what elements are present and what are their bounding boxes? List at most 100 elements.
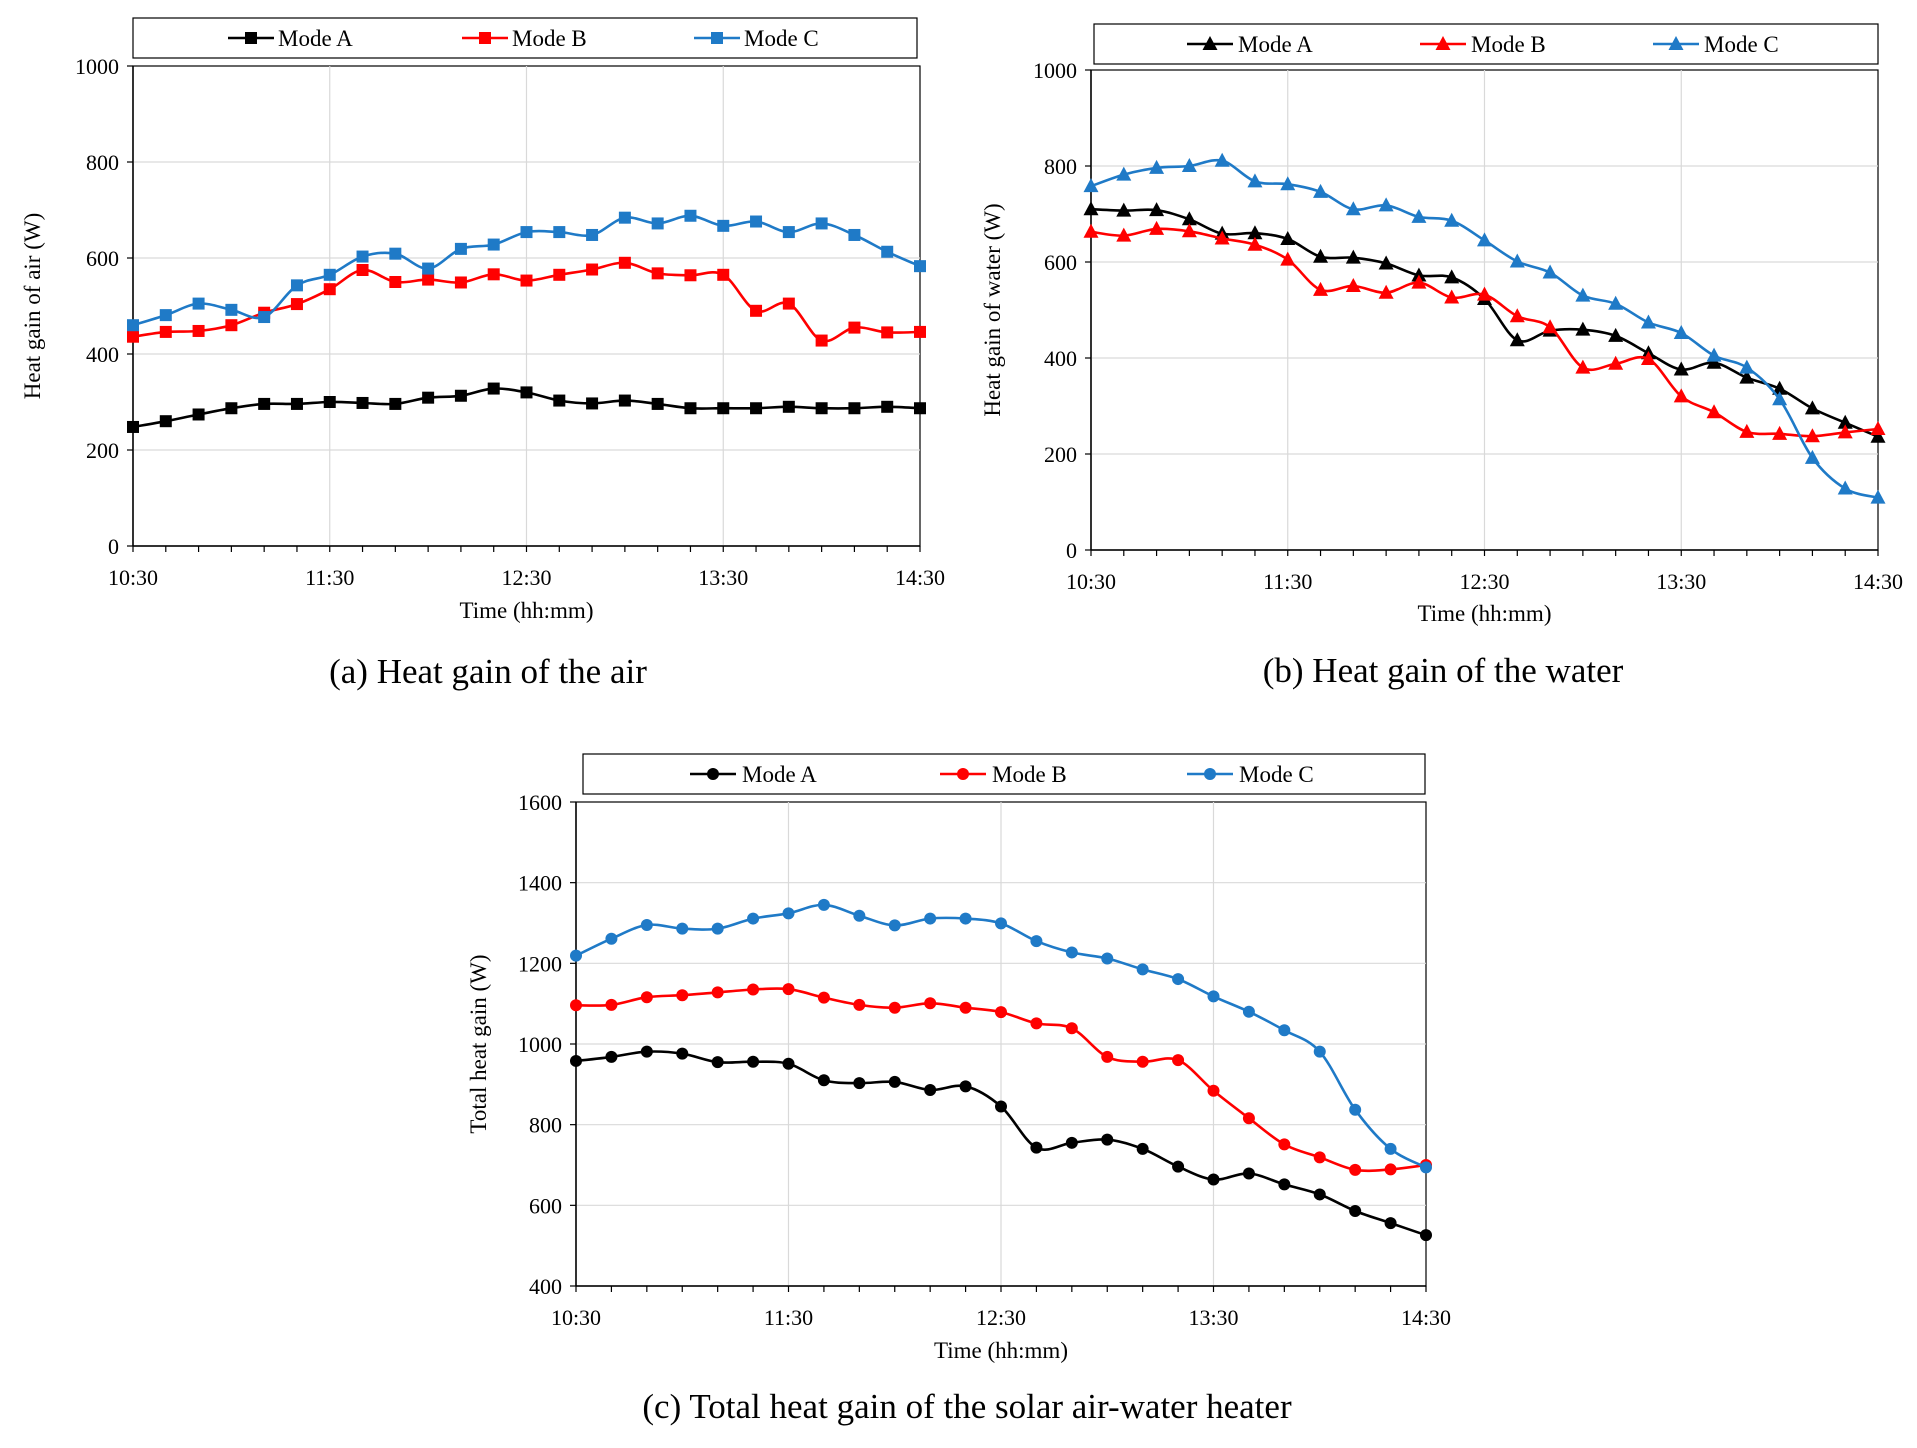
- y-tick-label: 600: [1044, 250, 1077, 275]
- data-point: [676, 989, 689, 1002]
- data-point: [1378, 284, 1394, 299]
- y-tick-label: 1000: [518, 1032, 562, 1057]
- data-point: [1608, 327, 1624, 342]
- y-tick-label: 600: [529, 1193, 562, 1218]
- data-point: [1804, 400, 1820, 415]
- legend-label: Mode C: [744, 26, 819, 51]
- y-tick-label: 0: [108, 534, 119, 559]
- data-point: [651, 217, 664, 230]
- data-point: [1149, 202, 1165, 217]
- x-tick-label: 11:30: [305, 565, 354, 590]
- data-point: [815, 334, 828, 347]
- legend-label: Mode A: [1238, 32, 1313, 57]
- data-point: [888, 1075, 901, 1088]
- data-point: [1772, 425, 1788, 440]
- data-point: [1384, 1163, 1397, 1176]
- data-point: [1575, 359, 1591, 374]
- data-point: [924, 997, 937, 1010]
- legend-item: Mode B: [1420, 32, 1546, 57]
- data-point: [605, 932, 618, 945]
- data-point: [1477, 232, 1492, 247]
- data-point: [817, 898, 830, 911]
- data-point: [159, 309, 172, 322]
- data-point: [1278, 1024, 1291, 1037]
- data-point: [1384, 1142, 1397, 1155]
- data-point: [1116, 202, 1132, 217]
- data-point: [1378, 255, 1394, 270]
- data-point: [1444, 212, 1460, 227]
- data-point: [127, 330, 139, 343]
- x-tick-label: 11:30: [1263, 569, 1312, 594]
- data-point: [959, 1080, 972, 1093]
- data-point: [848, 321, 861, 334]
- data-point: [1280, 230, 1296, 245]
- data-point: [1739, 423, 1755, 438]
- data-point: [1349, 1204, 1362, 1217]
- data-point: [747, 1055, 760, 1068]
- data-point: [1101, 1133, 1114, 1146]
- x-tick-label: 13:30: [1188, 1305, 1238, 1330]
- data-point: [553, 226, 566, 239]
- data-point: [995, 1100, 1007, 1113]
- data-point: [356, 264, 369, 276]
- legend-item: Mode C: [694, 26, 819, 51]
- data-point: [1214, 152, 1230, 167]
- data-point: [995, 917, 1007, 930]
- data-point: [782, 1057, 795, 1070]
- legend-item: Mode A: [228, 26, 353, 51]
- data-point: [1349, 1103, 1362, 1116]
- data-point: [553, 394, 566, 407]
- data-point: [389, 397, 402, 410]
- data-point: [1065, 946, 1078, 959]
- data-point: [454, 389, 467, 402]
- y-tick-label: 400: [1044, 346, 1077, 371]
- legend-marker: [957, 768, 969, 780]
- legend-label: Mode C: [1704, 32, 1779, 57]
- data-point: [914, 402, 926, 415]
- data-point: [159, 325, 172, 338]
- data-point: [1772, 391, 1788, 406]
- y-tick-label: 400: [529, 1274, 562, 1299]
- data-point: [782, 400, 795, 413]
- data-point: [747, 983, 760, 996]
- data-point: [618, 394, 631, 407]
- x-axis-title: Time (hh:mm): [460, 598, 594, 623]
- data-point: [605, 998, 618, 1011]
- x-tick-label: 12:30: [1459, 569, 1509, 594]
- data-point: [487, 382, 500, 395]
- data-point: [1804, 449, 1820, 464]
- data-point: [422, 262, 435, 275]
- x-tick-label: 13:30: [698, 565, 748, 590]
- data-point: [1181, 158, 1197, 172]
- data-point: [454, 276, 467, 289]
- data-point: [684, 402, 697, 415]
- x-tick-label: 13:30: [1656, 569, 1706, 594]
- data-point: [1149, 220, 1165, 235]
- data-point: [640, 919, 653, 932]
- data-point: [570, 999, 582, 1012]
- data-point: [1345, 249, 1361, 264]
- data-point: [192, 297, 205, 310]
- data-point: [487, 238, 500, 251]
- data-point: [1444, 289, 1460, 304]
- data-point: [1411, 208, 1427, 223]
- legend-label: Mode B: [992, 762, 1067, 787]
- data-point: [1313, 281, 1329, 296]
- data-point: [848, 228, 861, 241]
- data-point: [817, 991, 830, 1004]
- data-point: [815, 402, 828, 415]
- data-point: [782, 907, 795, 920]
- data-point: [1313, 1045, 1326, 1058]
- data-point: [356, 396, 369, 409]
- data-point: [914, 260, 926, 273]
- data-point: [1030, 1141, 1043, 1154]
- data-point: [258, 397, 271, 410]
- data-point: [225, 303, 238, 316]
- data-point: [570, 949, 582, 962]
- data-point: [1172, 973, 1185, 986]
- y-tick-label: 0: [1066, 538, 1077, 563]
- legend: Mode A Mode B Mode C: [132, 17, 918, 59]
- legend-item: Mode A: [1187, 32, 1313, 57]
- data-point: [586, 397, 599, 410]
- chart-total-heat-gain: 400 600 800 1000 1200 1400 1600 10:30 11:30 12:30…: [466, 753, 1451, 1426]
